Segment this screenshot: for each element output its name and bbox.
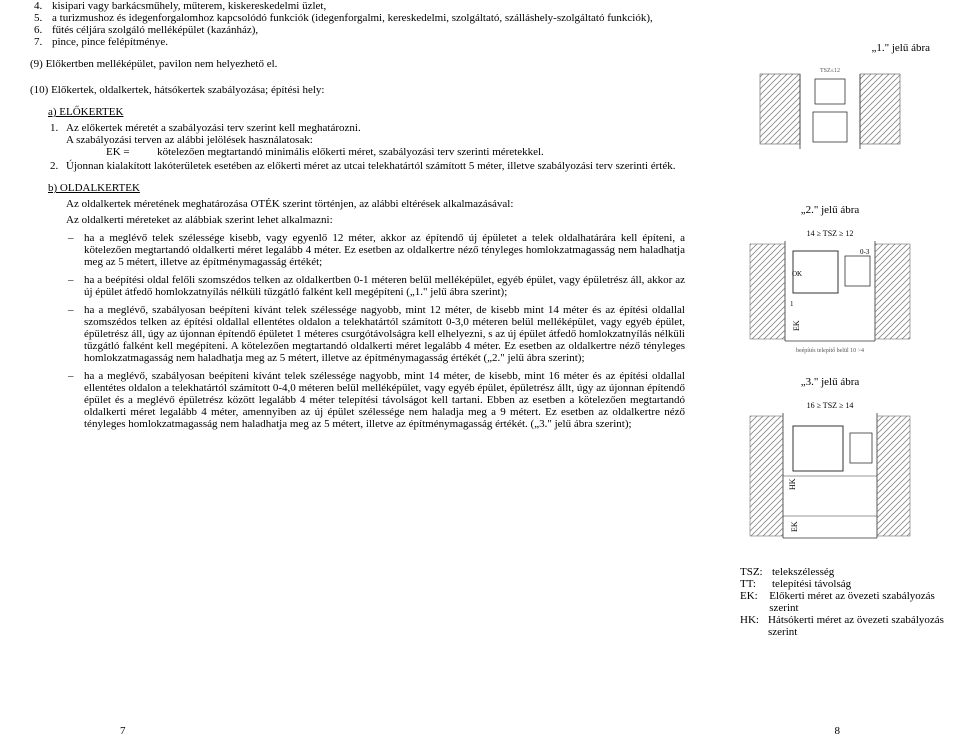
item-a1: Az előkertek méretét a szabályozási terv…: [66, 122, 361, 134]
item-a2: Újonnan kialakított lakóterületek esetéb…: [66, 160, 676, 172]
fig2-03: 0-3: [860, 248, 870, 256]
fig2-ok: OK: [792, 270, 802, 278]
page-number-left: 7: [120, 725, 126, 737]
heading-a-elokertek: a) ELŐKERTEK: [48, 106, 685, 118]
figure-3: 16 ≥ TSZ ≥ 14 HK EK: [710, 398, 950, 548]
figure-2: 14 ≥ TSZ ≥ 12 OK 0-3 1 EK beépítés telep…: [710, 226, 950, 356]
fig3-label: „3." jelű ábra: [710, 376, 950, 388]
item-a1b: A szabályozási terven az alábbi jelölése…: [66, 134, 313, 146]
left-column: 4.kisipari vagy barkácsműhely, műterem, …: [0, 0, 700, 743]
legend-tsz-v: telekszélesség: [772, 566, 834, 578]
dash-item-4: ha a meglévő, szabályosan beépíteni kívá…: [84, 370, 685, 430]
legend-tsz-k: TSZ:: [740, 566, 772, 578]
dash-list-b: ha a meglévő telek szélessége kisebb, va…: [48, 232, 685, 430]
fig3-top-text: 16 ≥ TSZ ≥ 14: [807, 401, 854, 410]
numbered-list-top: 4.kisipari vagy barkácsműhely, műterem, …: [30, 0, 685, 48]
b-intro-2: Az oldalkerti méreteket az alábbiak szer…: [66, 214, 685, 226]
fig2-top-text: 14 ≥ TSZ ≥ 12: [807, 229, 854, 238]
fig3-ek: EK: [790, 521, 799, 532]
paragraph-10: (10) Előkertek, oldalkertek, hátsókertek…: [30, 84, 685, 96]
list-item-7: pince, pince felépítménye.: [52, 36, 168, 48]
ek-text: kötelezően megtartandó minimális előkert…: [157, 146, 544, 158]
legend-ek-v: Előkerti méret az övezeti szabályozás sz…: [769, 590, 950, 614]
paragraph-9: (9) Előkertben melléképület, pavilon nem…: [30, 58, 685, 70]
fig2-1: 1: [790, 300, 794, 308]
legend-tt-v: telepítési távolság: [772, 578, 851, 590]
svg-text:TSZ≤12: TSZ≤12: [820, 68, 840, 74]
sublist-a: 1. Az előkertek méretét a szabályozási t…: [48, 122, 685, 172]
fig2-bottom-text: beépítés telepítő belül 10 >4: [796, 348, 864, 354]
fig2-ek: EK: [792, 320, 801, 331]
list-item-5: a turizmushoz és idegenforgalomhoz kapcs…: [52, 12, 653, 24]
legend-tt-k: TT:: [740, 578, 772, 590]
page-number-right: 8: [835, 725, 841, 737]
heading-b-oldalkertek: b) OLDALKERTEK: [48, 182, 685, 194]
dash-item-1: ha a meglévő telek szélessége kisebb, va…: [84, 232, 685, 268]
legend-ek-k: EK:: [740, 590, 769, 614]
dash-item-3: ha a meglévő, szabályosan beépíteni kívá…: [84, 304, 685, 364]
legend-hk-v: Hátsókerti méret az övezeti szabályozás …: [768, 614, 950, 638]
dash-item-2: ha a beépítési oldal felőli szomszédos t…: [84, 274, 685, 298]
ek-label: EK =: [106, 146, 130, 158]
legend-hk-k: HK:: [740, 614, 768, 638]
list-item-4: kisipari vagy barkácsműhely, műterem, ki…: [52, 0, 326, 12]
fig1-label: „1." jelű ábra: [710, 42, 950, 54]
page-footer: 7 8: [0, 725, 960, 737]
figure-1: TSZ≤12: [710, 64, 950, 154]
b-intro-1: Az oldalkertek méretének meghatározása O…: [66, 198, 685, 210]
fig3-hk: HK: [788, 478, 797, 490]
list-item-6: fűtés céljára szolgáló melléképület (kaz…: [52, 24, 258, 36]
fig2-label: „2." jelű ábra: [710, 204, 950, 216]
right-column: „1." jelű ábra TSZ≤12 „2." jelű ábra: [700, 0, 960, 743]
legend-block: TSZ:telekszélesség TT:telepítési távolsá…: [740, 566, 950, 638]
